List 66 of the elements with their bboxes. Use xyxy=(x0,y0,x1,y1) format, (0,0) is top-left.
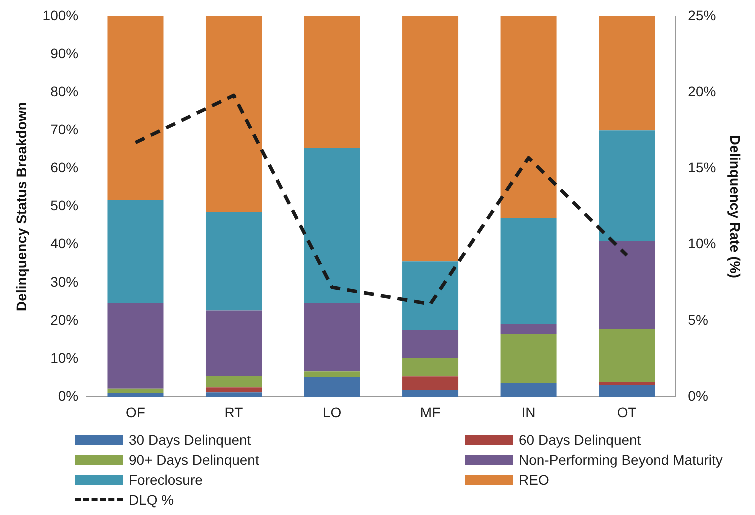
x-tick-label: RT xyxy=(224,404,244,420)
y-tick-label: 90% xyxy=(50,45,79,62)
bar xyxy=(304,372,360,378)
legend-label: 90+ Days Delinquent xyxy=(129,452,260,468)
x-tick-label: OT xyxy=(617,404,638,420)
bar xyxy=(206,376,262,388)
legend-label: 60 Days Delinquent xyxy=(519,432,642,448)
bar xyxy=(402,16,459,262)
x-tick-label: OF xyxy=(126,404,146,420)
y-tick-label: 10% xyxy=(50,350,79,366)
bar xyxy=(206,212,262,311)
bar xyxy=(108,393,164,398)
bar xyxy=(599,16,656,131)
bar xyxy=(599,329,656,382)
y-tick-label: 0% xyxy=(58,388,79,404)
y-tick-label: 60% xyxy=(50,160,79,176)
legend-label: DLQ % xyxy=(129,492,174,508)
bar xyxy=(108,388,164,394)
bar xyxy=(402,358,459,377)
bar xyxy=(500,16,557,218)
y-tick-label: 40% xyxy=(50,236,79,252)
y-axis-title: Delinquency Status Breakdown xyxy=(13,102,30,312)
legend-label: 30 Days Delinquent xyxy=(129,432,252,448)
bar xyxy=(304,16,360,149)
bar xyxy=(206,388,262,393)
legend-label: REO xyxy=(519,472,550,488)
y2-tick-label: 5% xyxy=(688,312,708,328)
bar xyxy=(599,130,656,242)
bar xyxy=(304,377,360,398)
bar xyxy=(206,16,262,212)
bar xyxy=(206,392,262,398)
bar xyxy=(500,218,557,324)
bar xyxy=(108,200,164,304)
y-tick-label: 100% xyxy=(42,7,79,24)
y2-tick-label: 10% xyxy=(688,236,716,252)
y-tick-label: 50% xyxy=(50,198,79,214)
x-tick-label: IN xyxy=(522,404,536,420)
bar xyxy=(500,334,557,384)
bar xyxy=(206,310,262,376)
bar xyxy=(599,385,656,398)
y2-axis-title: Delinquency Rate (%) xyxy=(728,135,744,278)
bar xyxy=(500,324,557,334)
bar xyxy=(108,303,164,389)
y-tick-label: 80% xyxy=(50,83,79,100)
bar xyxy=(599,241,656,330)
legend-label: Foreclosure xyxy=(129,472,203,488)
bar xyxy=(304,148,360,304)
bar xyxy=(402,390,459,398)
legend-label: Non-Performing Beyond Maturity xyxy=(519,452,723,468)
bar xyxy=(402,376,459,390)
x-tick-label: LO xyxy=(322,404,342,420)
y2-tick-label: 15% xyxy=(688,160,716,176)
y2-tick-label: 0% xyxy=(688,388,708,404)
bar xyxy=(108,16,164,200)
bar xyxy=(500,383,557,398)
bar xyxy=(599,382,656,386)
bar xyxy=(402,330,459,358)
x-tick-label: MF xyxy=(420,404,441,420)
y2-tick-label: 20% xyxy=(688,83,716,100)
y-tick-label: 70% xyxy=(50,122,79,138)
line-series xyxy=(134,94,629,306)
bar xyxy=(304,303,360,372)
y2-tick-label: 25% xyxy=(688,7,716,24)
y-tick-label: 20% xyxy=(50,312,79,328)
bar xyxy=(402,262,459,330)
y-tick-label: 30% xyxy=(50,274,79,290)
